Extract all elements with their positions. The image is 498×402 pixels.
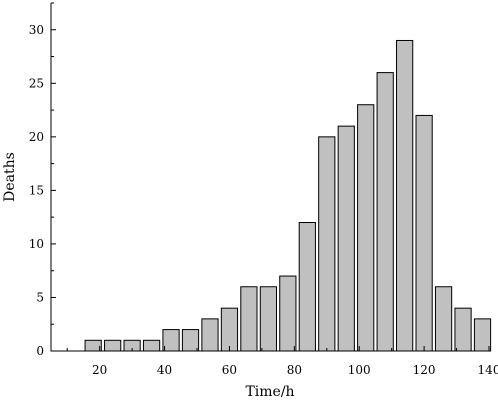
bar xyxy=(357,104,375,352)
y-tick-label: 25 xyxy=(29,76,44,90)
x-tick-label: 20 xyxy=(92,363,107,377)
x-tick-label: 60 xyxy=(222,363,237,377)
bar xyxy=(318,136,336,352)
x-tick-label: 40 xyxy=(157,363,172,377)
bar xyxy=(240,286,258,352)
bar xyxy=(162,329,180,352)
x-tick-label: 120 xyxy=(413,363,436,377)
y-tick-label: 20 xyxy=(29,130,44,144)
y-tick-label: 15 xyxy=(29,183,44,197)
axes-frame xyxy=(50,3,489,352)
y-tick-label: 30 xyxy=(29,23,44,37)
x-axis-ticks: 20 40 60 80 100 120 140 xyxy=(66,346,498,377)
y-tick-label: 0 xyxy=(36,344,44,358)
bar xyxy=(454,307,472,352)
y-axis-title: Deaths xyxy=(2,152,18,202)
y-tick-label: 10 xyxy=(29,237,44,251)
bar xyxy=(259,286,277,352)
bar xyxy=(473,318,492,352)
bar xyxy=(415,114,433,352)
bar xyxy=(396,39,414,352)
bar xyxy=(104,339,122,352)
y-tick-label: 5 xyxy=(36,290,44,304)
y-axis-ticks: 0 5 10 15 20 25 30 xyxy=(29,2,56,358)
bars xyxy=(84,39,492,352)
bar xyxy=(84,339,102,352)
bar xyxy=(201,318,219,352)
bar xyxy=(181,329,200,352)
bar xyxy=(337,125,355,352)
bar xyxy=(279,275,297,352)
x-axis-title: Time/h xyxy=(245,384,294,400)
x-tick-label: 80 xyxy=(287,363,302,377)
bar xyxy=(142,339,161,352)
bar xyxy=(220,307,239,352)
bar xyxy=(434,286,453,352)
x-tick-label: 140 xyxy=(478,363,498,377)
x-tick-label: 100 xyxy=(348,363,371,377)
bar xyxy=(298,222,316,352)
bar xyxy=(376,72,394,352)
